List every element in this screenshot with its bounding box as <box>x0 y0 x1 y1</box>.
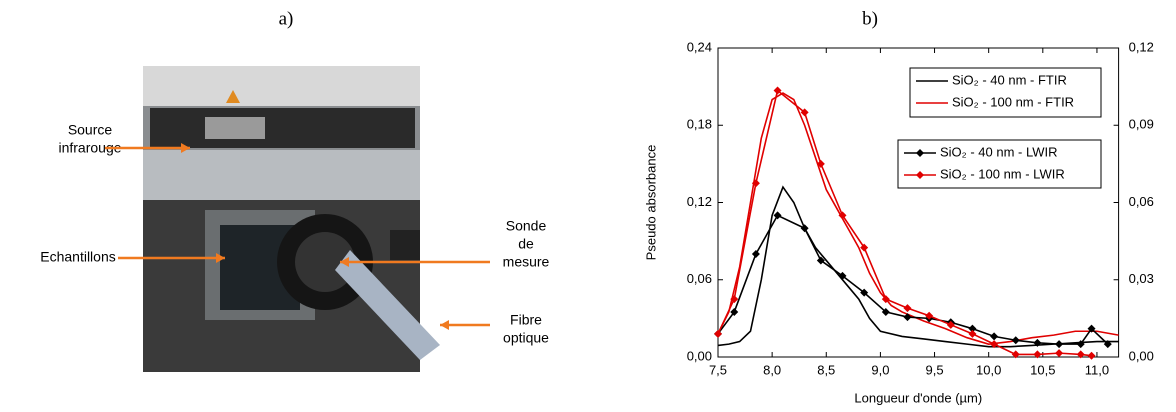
annotation-label: Fibre <box>510 312 542 328</box>
data-point <box>838 271 847 280</box>
data-point <box>1011 350 1020 359</box>
y2-tick-label: 0,09 <box>1129 117 1154 132</box>
annotations: Source infrarouge Echantillons Sonde de mesur… <box>40 122 549 346</box>
annotation-label: Source <box>68 122 113 138</box>
data-point <box>1087 324 1096 333</box>
panel-label: a) <box>279 8 294 29</box>
annotation-label: Sonde <box>506 218 547 234</box>
data-point <box>1033 338 1042 347</box>
y2-tick-label: 0,06 <box>1129 194 1154 209</box>
legend-label: SiO₂ - 40 nm - LWIR <box>940 144 1058 159</box>
x-tick-label: 9,5 <box>926 362 944 377</box>
data-point <box>751 179 760 188</box>
legend-label: SiO₂ - 100 nm - FTIR <box>952 94 1074 109</box>
data-point <box>773 86 782 95</box>
data-point <box>838 211 847 220</box>
annotation-label: mesure <box>503 254 550 270</box>
data-point <box>816 256 825 265</box>
x-tick-label: 10,0 <box>976 362 1001 377</box>
series-line <box>717 92 1119 345</box>
y2-tick-label: 0,00 <box>1129 348 1154 363</box>
data-point <box>860 243 869 252</box>
x-tick-label: 8,0 <box>763 362 781 377</box>
x-axis-label: Longueur d'onde (µm) <box>854 390 982 405</box>
data-point <box>714 329 722 338</box>
data-point <box>1033 350 1042 359</box>
data-point <box>800 108 809 117</box>
legend-label: SiO₂ - 40 nm - FTIR <box>952 72 1067 87</box>
series-line <box>717 214 1109 345</box>
x-tick-label: 9,0 <box>871 362 889 377</box>
x-tick-label: 10,5 <box>1030 362 1055 377</box>
annotation-label: infrarouge <box>58 140 121 156</box>
panel-label: b) <box>862 8 878 29</box>
series-line <box>717 185 1119 348</box>
x-tick-label: 11,0 <box>1085 362 1109 377</box>
data-point <box>1076 340 1085 349</box>
legend-box <box>897 139 1102 189</box>
x-tick-label: 7,5 <box>709 362 727 377</box>
y-tick-label: 0,12 <box>687 194 712 209</box>
data-point <box>881 307 890 316</box>
data-point <box>881 295 890 304</box>
data-point <box>1103 340 1112 349</box>
chart: 7,5 8,0 8,5 9,0 9,5 10,0 10,5 11,0 0,00 0,06 0,12 0… <box>643 39 1153 405</box>
photo <box>143 66 440 372</box>
data-point <box>800 224 809 233</box>
data-point <box>730 295 739 304</box>
x-tick-label: 8,5 <box>817 362 835 377</box>
arrow-head <box>216 253 225 263</box>
data-point <box>903 304 912 313</box>
y2-tick-label: 0,12 <box>1129 39 1154 54</box>
data-point <box>925 311 934 320</box>
legend-label: SiO₂ - 100 nm - LWIR <box>940 166 1065 181</box>
data-point <box>968 324 977 333</box>
data-point <box>751 250 760 258</box>
y-tick-label: 0,18 <box>687 117 712 132</box>
data-point <box>903 313 912 322</box>
y-axis-label: Pseudo absorbance <box>643 145 658 261</box>
data-point <box>1011 336 1020 345</box>
legend-marker <box>916 171 924 179</box>
data-point <box>1055 340 1064 349</box>
arrow-head <box>181 143 190 153</box>
data-point <box>1087 351 1096 360</box>
data-point <box>968 329 977 338</box>
y-tick-label: 0,06 <box>687 271 712 286</box>
legend-box <box>909 67 1102 118</box>
annotation-label: Echantillons <box>40 249 116 265</box>
legend-marker <box>916 149 924 157</box>
annotation-label: optique <box>503 330 549 346</box>
data-point <box>946 320 955 329</box>
data-point <box>990 340 999 349</box>
y-tick-label: 0,00 <box>687 348 712 363</box>
y2-tick-label: 0,03 <box>1129 271 1154 286</box>
data-point <box>730 307 739 316</box>
arrow-head <box>340 257 349 267</box>
annotation-label: de <box>518 236 534 252</box>
data-point <box>990 332 999 341</box>
data-point <box>1055 349 1064 358</box>
arrow-head <box>440 320 449 330</box>
data-point <box>1076 350 1085 359</box>
y-tick-label: 0,24 <box>687 39 712 54</box>
data-point <box>860 288 869 297</box>
data-point <box>816 159 825 168</box>
data-point <box>773 211 782 220</box>
